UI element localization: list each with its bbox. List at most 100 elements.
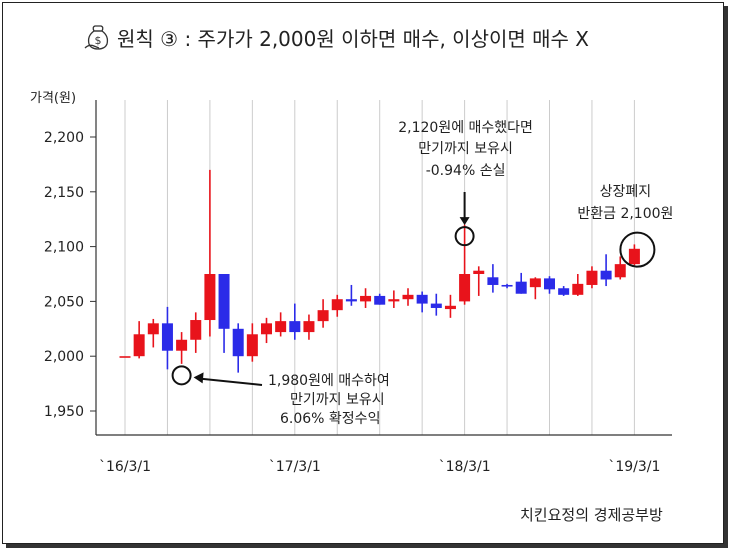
candle xyxy=(558,286,570,296)
candle xyxy=(218,274,230,353)
candle xyxy=(303,314,315,340)
candle-body xyxy=(430,303,442,308)
candle-body xyxy=(416,294,428,304)
candle xyxy=(190,312,202,353)
annotation-circle xyxy=(454,226,475,247)
candle xyxy=(628,244,640,266)
candle xyxy=(331,294,343,317)
x-tick-label: `17/3/1 xyxy=(269,459,321,475)
candle xyxy=(204,169,216,337)
candle-body xyxy=(331,299,343,311)
candle-body xyxy=(360,295,372,302)
candle xyxy=(586,266,598,289)
candle xyxy=(402,288,414,306)
candle xyxy=(289,303,301,340)
candle-body xyxy=(289,321,301,333)
annotation-text: 만기까지 보유시 xyxy=(418,141,513,157)
annotation-text: 6.06% 확정수익 xyxy=(280,411,380,427)
candle xyxy=(345,284,357,306)
candle-body xyxy=(232,328,244,357)
candle-body xyxy=(586,270,598,285)
y-tick-label: 2,050 xyxy=(44,294,84,310)
candle-body xyxy=(459,274,471,302)
candle-body xyxy=(147,323,159,335)
candle-body xyxy=(374,295,386,305)
candle xyxy=(374,293,386,305)
candle-body xyxy=(275,321,287,333)
candle xyxy=(261,317,272,344)
y-tick-label: 2,100 xyxy=(44,240,84,256)
candle xyxy=(501,283,513,289)
annotation-text: 1,980원에 매수하여 xyxy=(268,373,390,389)
money-bag-icon: $ xyxy=(84,25,109,50)
candles xyxy=(119,169,640,373)
candle-body xyxy=(303,321,315,333)
candle xyxy=(232,323,244,373)
candle xyxy=(487,264,499,293)
annotation-text: 2,120원에 매수했다면 xyxy=(398,120,533,136)
candle xyxy=(360,288,372,308)
candle-body xyxy=(176,339,188,351)
grid xyxy=(124,100,635,435)
candle-body xyxy=(246,334,258,357)
candle-body xyxy=(515,281,527,294)
candle-body xyxy=(501,284,513,287)
arrowhead xyxy=(459,217,470,226)
y-tick-label: 2,200 xyxy=(44,130,84,146)
annotation-text: 만기까지 보유시 xyxy=(290,392,385,408)
candle-body xyxy=(402,294,414,300)
candle xyxy=(161,306,173,370)
y-tick-label: 2,150 xyxy=(44,185,84,201)
annotation-text: 상장폐지 xyxy=(600,184,652,200)
candle-body xyxy=(544,278,555,290)
candle-body xyxy=(473,270,485,274)
candle xyxy=(515,272,527,294)
candle xyxy=(147,318,159,348)
annotation-text: 반환금 2,100원 xyxy=(577,206,673,222)
footer-credit: 치킨요정의 경제공부방 xyxy=(520,506,663,524)
candle-body xyxy=(317,310,329,322)
candle xyxy=(133,321,145,359)
candle xyxy=(544,276,555,294)
annotation-circle xyxy=(171,365,192,386)
annotation-arrow xyxy=(197,377,263,386)
candle xyxy=(430,293,442,316)
candle-body xyxy=(190,320,202,340)
candle-body xyxy=(261,323,272,335)
x-tick-label: `16/3/1 xyxy=(99,459,151,475)
y-tick-label: 1,950 xyxy=(44,404,84,420)
chart-title: $ 원칙 ③ : 주가가 2,000원 이하면 매수, 이상이면 매수 X xyxy=(83,22,589,52)
candle xyxy=(275,312,287,337)
candle-body xyxy=(600,270,612,280)
candle xyxy=(614,256,626,280)
candle xyxy=(317,299,329,328)
y-tick-label: 2,000 xyxy=(44,349,84,365)
candle xyxy=(388,290,400,308)
candle-body xyxy=(345,299,357,302)
annotation-text: -0.94% 손실 xyxy=(426,163,506,179)
x-tick-label: `18/3/1 xyxy=(439,459,491,475)
candle-body xyxy=(614,264,626,278)
candle-body xyxy=(529,278,541,288)
chart-title-text: 원칙 ③ : 주가가 2,000원 이하면 매수, 이상이면 매수 X xyxy=(117,26,589,51)
arrowhead xyxy=(193,372,204,384)
candle-body xyxy=(133,334,145,357)
candle-body xyxy=(487,277,499,285)
svg-text:$: $ xyxy=(95,34,102,47)
y-axis-label: 가격(원) xyxy=(30,91,77,106)
axes: 1,950 2,000 2,050 2,100 2,150 2,200 `16/3/1 `17… xyxy=(44,100,672,475)
candle xyxy=(473,266,485,296)
candle-body xyxy=(218,274,230,329)
candle xyxy=(529,277,541,300)
candle-body xyxy=(444,305,456,310)
candle xyxy=(416,291,428,313)
candle-body xyxy=(204,274,216,321)
annotation-circle xyxy=(619,231,656,268)
candle-body xyxy=(572,283,584,295)
x-tick-label: `19/3/1 xyxy=(608,459,660,475)
candle-body xyxy=(119,356,131,358)
candle-body xyxy=(388,299,400,302)
candle-body xyxy=(161,323,173,351)
